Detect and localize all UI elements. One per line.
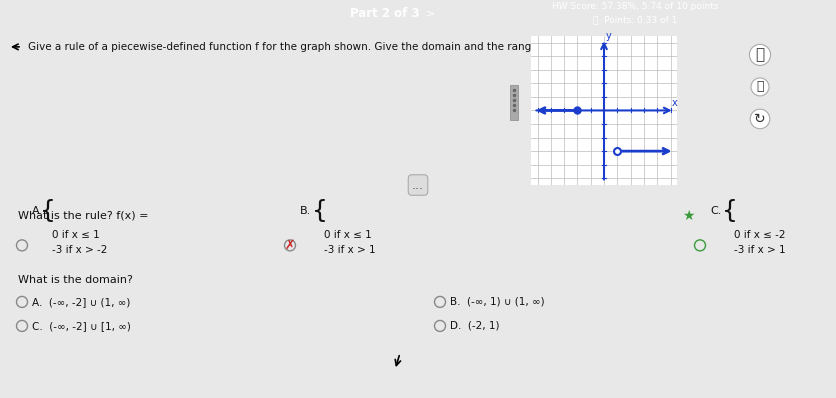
Text: C.  (-∞, -2] ∪ [1, ∞): C. (-∞, -2] ∪ [1, ∞) bbox=[32, 321, 131, 331]
Bar bbox=[510, 85, 518, 120]
Text: x: x bbox=[672, 98, 678, 108]
Text: C.: C. bbox=[710, 206, 721, 216]
Text: 🔍: 🔍 bbox=[756, 47, 765, 62]
Text: ★: ★ bbox=[681, 209, 694, 223]
Text: D.  (-2, 1): D. (-2, 1) bbox=[450, 321, 499, 331]
Text: A.  (-∞, -2] ∪ (1, ∞): A. (-∞, -2] ∪ (1, ∞) bbox=[32, 297, 130, 307]
Text: -3 if x > 1: -3 if x > 1 bbox=[734, 245, 786, 255]
Text: y: y bbox=[606, 31, 612, 41]
Text: 0 if x ≤ 1: 0 if x ≤ 1 bbox=[324, 230, 372, 240]
Text: ...: ... bbox=[412, 179, 424, 191]
Text: {: { bbox=[40, 199, 56, 223]
Text: B.: B. bbox=[300, 206, 311, 216]
Text: 0 if x ≤ 1: 0 if x ≤ 1 bbox=[52, 230, 99, 240]
Text: What is the domain?: What is the domain? bbox=[18, 275, 133, 285]
Text: A: A bbox=[32, 206, 39, 216]
Text: ✗: ✗ bbox=[285, 239, 295, 252]
Text: -3 if x > 1: -3 if x > 1 bbox=[324, 245, 375, 255]
Text: >: > bbox=[426, 8, 436, 18]
Text: {: { bbox=[722, 199, 738, 223]
Text: -3 if x > -2: -3 if x > -2 bbox=[52, 245, 107, 255]
Text: {: { bbox=[312, 199, 328, 223]
Text: 0 if x ≤ -2: 0 if x ≤ -2 bbox=[734, 230, 786, 240]
Text: Part 2 of 3: Part 2 of 3 bbox=[349, 7, 420, 20]
Text: 🔍: 🔍 bbox=[757, 80, 764, 94]
Text: ↻: ↻ bbox=[754, 112, 766, 126]
Text: B.  (-∞, 1) ∪ (1, ∞): B. (-∞, 1) ∪ (1, ∞) bbox=[450, 297, 544, 307]
Text: Give a rule of a piecewise-defined function f for the graph shown. Give the doma: Give a rule of a piecewise-defined funct… bbox=[28, 42, 541, 52]
Text: HW Score: 57.38%, 5.74 of 10 points: HW Score: 57.38%, 5.74 of 10 points bbox=[552, 2, 719, 11]
Text: ⓘ  Points: 0.33 of 1: ⓘ Points: 0.33 of 1 bbox=[594, 16, 677, 25]
Text: What is the rule? f(x) =: What is the rule? f(x) = bbox=[18, 211, 149, 221]
